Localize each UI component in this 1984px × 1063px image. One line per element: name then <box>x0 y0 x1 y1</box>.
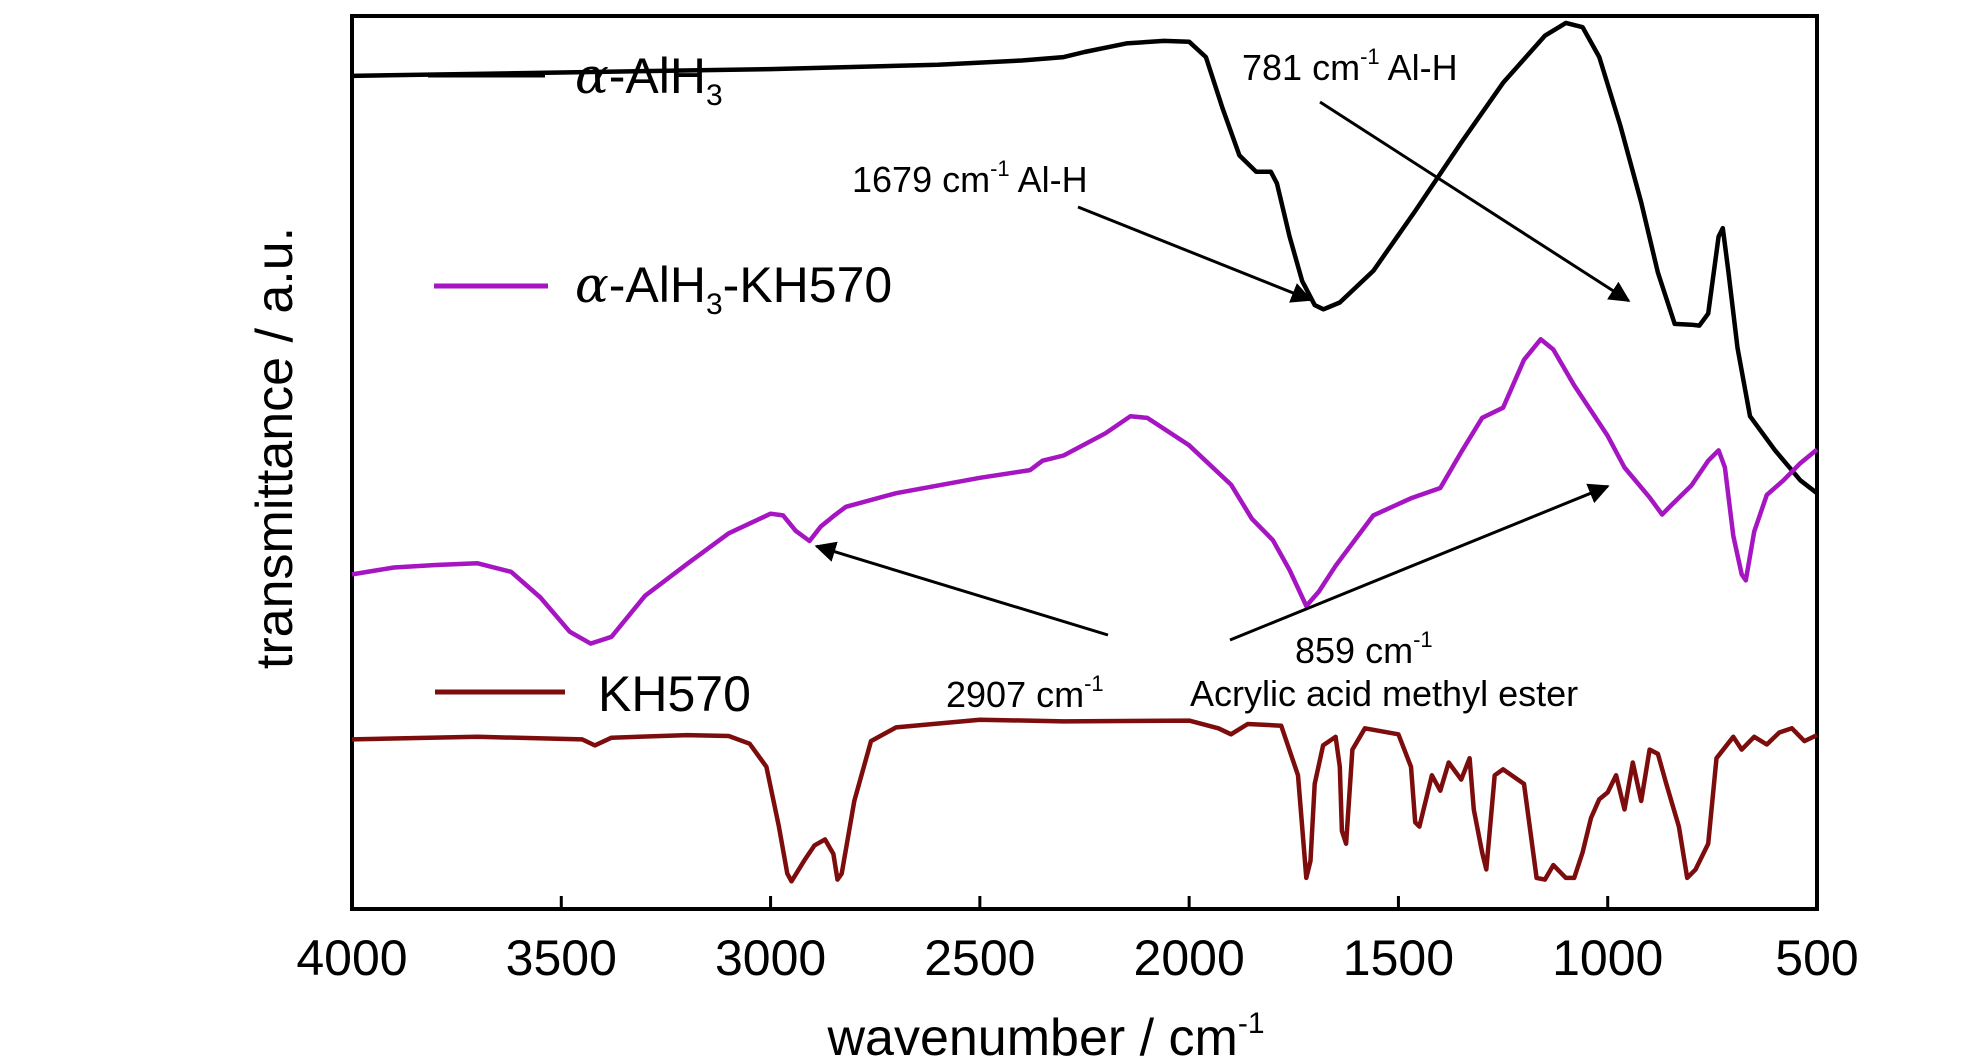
annotation-acrylic-ester: Acrylic acid methyl ester <box>1190 673 1578 714</box>
legend-label-kh570: KH570 <box>598 666 751 722</box>
annotations: 781 cm-1 Al-H 1679 cm-1 Al-H 2907 cm-1 8… <box>814 44 1631 715</box>
series-group <box>351 20 1819 884</box>
x-tick-label: 1500 <box>1343 930 1454 986</box>
x-tick-label: 2000 <box>1134 930 1245 986</box>
series-line-alh3 <box>351 20 1819 495</box>
arrow-859 <box>1229 483 1610 642</box>
x-tick-label: 3000 <box>715 930 826 986</box>
legend-label-alh3-kh570: α-AlH3-KH570 <box>575 256 892 321</box>
legend-label-alh3: α-AlH3 <box>575 47 723 112</box>
x-tick-label: 2500 <box>924 930 1035 986</box>
x-tick-label: 4000 <box>296 930 407 986</box>
x-tick-label: 500 <box>1775 930 1858 986</box>
legend: α-AlH3 α-AlH3-KH570 KH570 <box>428 47 892 722</box>
annotation-781: 781 cm-1 Al-H <box>1242 44 1458 88</box>
arrow-2907 <box>814 541 1109 637</box>
annotation-2907: 2907 cm-1 <box>946 671 1104 715</box>
arrow-781 <box>1319 100 1631 303</box>
series-line-kh570 <box>351 717 1818 884</box>
x-axis-title: wavenumber / cm-1 <box>826 1007 1264 1063</box>
arrow-1679 <box>1077 205 1313 303</box>
x-tick-label: 1000 <box>1552 930 1663 986</box>
y-axis-title: transmittance / a.u. <box>246 227 304 669</box>
x-axis: 4000 3500 3000 2500 2000 1500 1000 500 <box>296 896 1859 986</box>
annotation-859: 859 cm-1 <box>1295 627 1433 671</box>
series-line-alh3-kh570 <box>351 337 1819 646</box>
plot-frame <box>350 14 1819 911</box>
annotation-1679: 1679 cm-1 Al-H <box>852 156 1088 200</box>
x-tick-label: 3500 <box>506 930 617 986</box>
